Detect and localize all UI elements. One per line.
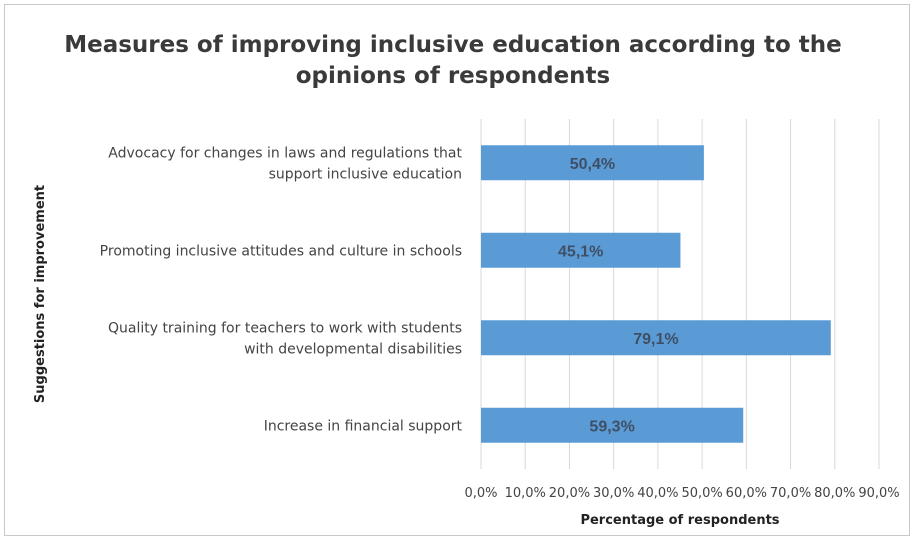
category-labels: Advocacy for changes in laws and regulat… bbox=[100, 145, 463, 434]
bar bbox=[481, 145, 704, 181]
bar bbox=[481, 232, 681, 268]
bar bbox=[481, 320, 831, 356]
chart-frame bbox=[4, 4, 910, 536]
category-label: support inclusive education bbox=[269, 166, 462, 182]
data-label: 79,1% bbox=[633, 331, 678, 348]
x-tick-label: 70,0% bbox=[770, 486, 811, 501]
x-tick-label: 40,0% bbox=[637, 486, 678, 501]
x-tick-label: 50,0% bbox=[681, 486, 722, 501]
y-axis-title: Suggestions for improvement bbox=[33, 185, 48, 403]
category-label: Increase in financial support bbox=[264, 418, 463, 434]
chart-title-line-2: opinions of respondents bbox=[295, 63, 611, 89]
chart-title-line-1: Measures of improving inclusive educatio… bbox=[64, 32, 842, 58]
chart-title: Measures of improving inclusive educatio… bbox=[0, 30, 906, 92]
category-label: Promoting inclusive attitudes and cultur… bbox=[100, 243, 462, 259]
x-tick-label: 80,0% bbox=[814, 486, 855, 501]
x-axis-title: Percentage of respondents bbox=[580, 513, 779, 528]
x-tick-label: 0,0% bbox=[464, 486, 497, 501]
bar bbox=[481, 407, 744, 443]
x-tick-label: 90,0% bbox=[858, 486, 899, 501]
x-tick-label: 20,0% bbox=[549, 486, 590, 501]
data-label: 59,3% bbox=[589, 418, 634, 435]
x-tick-labels: 0,0% 10,0% 20,0% 30,0% 40,0% 50,0% 60,0% 70,0% 8… bbox=[464, 486, 899, 501]
category-label: with developmental disabilities bbox=[244, 341, 462, 357]
data-label: 50,4% bbox=[570, 156, 615, 173]
category-label: Advocacy for changes in laws and regulat… bbox=[108, 145, 462, 161]
category-label: Quality training for teachers to work wi… bbox=[108, 320, 462, 336]
x-tick-label: 60,0% bbox=[726, 486, 767, 501]
x-tick-label: 30,0% bbox=[593, 486, 634, 501]
data-label: 45,1% bbox=[558, 243, 603, 260]
bars: 50,4% 45,1% 79,1% 59,3% bbox=[481, 145, 831, 443]
x-tick-label: 10,0% bbox=[505, 486, 546, 501]
